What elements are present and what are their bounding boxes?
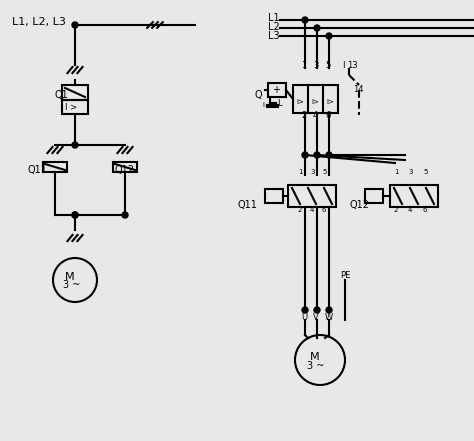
Text: 2: 2 bbox=[301, 111, 306, 120]
Bar bbox=[62, 85, 88, 100]
Text: 3: 3 bbox=[408, 169, 412, 175]
Circle shape bbox=[314, 25, 320, 31]
Circle shape bbox=[314, 152, 320, 158]
Text: L1: L1 bbox=[268, 13, 280, 23]
Text: L1, L2, L3: L1, L2, L3 bbox=[12, 17, 66, 27]
Text: M: M bbox=[65, 272, 74, 282]
Bar bbox=[390, 185, 438, 207]
Text: I: I bbox=[262, 102, 264, 108]
Text: 4: 4 bbox=[313, 111, 318, 120]
Circle shape bbox=[72, 22, 78, 28]
Text: 6: 6 bbox=[423, 207, 428, 213]
Circle shape bbox=[72, 212, 78, 218]
Text: 3 ~: 3 ~ bbox=[63, 280, 81, 290]
Text: 3 ~: 3 ~ bbox=[307, 361, 324, 371]
Text: 3: 3 bbox=[313, 60, 319, 70]
Circle shape bbox=[72, 142, 78, 148]
Text: 1: 1 bbox=[394, 169, 399, 175]
Bar bbox=[113, 162, 137, 172]
Text: W: W bbox=[325, 314, 333, 322]
Text: U: U bbox=[301, 314, 307, 322]
Text: 14: 14 bbox=[353, 86, 364, 94]
Text: +: + bbox=[272, 85, 280, 95]
Text: Q: Q bbox=[255, 90, 263, 100]
Circle shape bbox=[314, 307, 320, 313]
Text: L: L bbox=[277, 98, 282, 108]
Circle shape bbox=[302, 307, 308, 313]
Circle shape bbox=[122, 212, 128, 218]
Text: V: V bbox=[313, 314, 319, 322]
Bar bbox=[365, 189, 383, 203]
Text: 2: 2 bbox=[298, 207, 302, 213]
Text: 13: 13 bbox=[347, 60, 357, 70]
Text: I: I bbox=[342, 60, 345, 70]
Text: L3: L3 bbox=[268, 31, 280, 41]
Circle shape bbox=[326, 152, 332, 158]
Text: Q1: Q1 bbox=[55, 90, 69, 100]
Circle shape bbox=[72, 212, 78, 218]
Text: I>: I> bbox=[296, 99, 304, 105]
Text: 4: 4 bbox=[310, 207, 314, 213]
Circle shape bbox=[326, 33, 332, 39]
Text: 1: 1 bbox=[301, 60, 306, 70]
Text: I >: I > bbox=[65, 102, 77, 112]
Text: PE: PE bbox=[340, 272, 350, 280]
Bar bbox=[62, 100, 88, 114]
Text: 6: 6 bbox=[322, 207, 327, 213]
Bar bbox=[43, 162, 67, 172]
Bar bbox=[288, 185, 336, 207]
Text: L2: L2 bbox=[268, 22, 280, 32]
Text: Q12: Q12 bbox=[350, 200, 370, 210]
Text: I>: I> bbox=[311, 99, 319, 105]
Text: 5: 5 bbox=[322, 169, 327, 175]
Bar bbox=[268, 83, 286, 97]
Text: 6: 6 bbox=[325, 111, 330, 120]
Text: I>: I> bbox=[326, 99, 334, 105]
Text: 1: 1 bbox=[298, 169, 302, 175]
Text: Q12: Q12 bbox=[115, 165, 135, 175]
Text: Q11: Q11 bbox=[28, 165, 48, 175]
Text: Q11: Q11 bbox=[238, 200, 258, 210]
Circle shape bbox=[302, 17, 308, 23]
Text: 5: 5 bbox=[325, 60, 330, 70]
Text: M: M bbox=[310, 352, 319, 362]
Circle shape bbox=[302, 152, 308, 158]
Text: 5: 5 bbox=[423, 169, 428, 175]
Text: 4: 4 bbox=[408, 207, 412, 213]
Circle shape bbox=[326, 307, 332, 313]
Bar bbox=[265, 189, 283, 203]
Text: 3: 3 bbox=[310, 169, 315, 175]
Bar bbox=[293, 85, 338, 113]
Text: 2: 2 bbox=[394, 207, 398, 213]
